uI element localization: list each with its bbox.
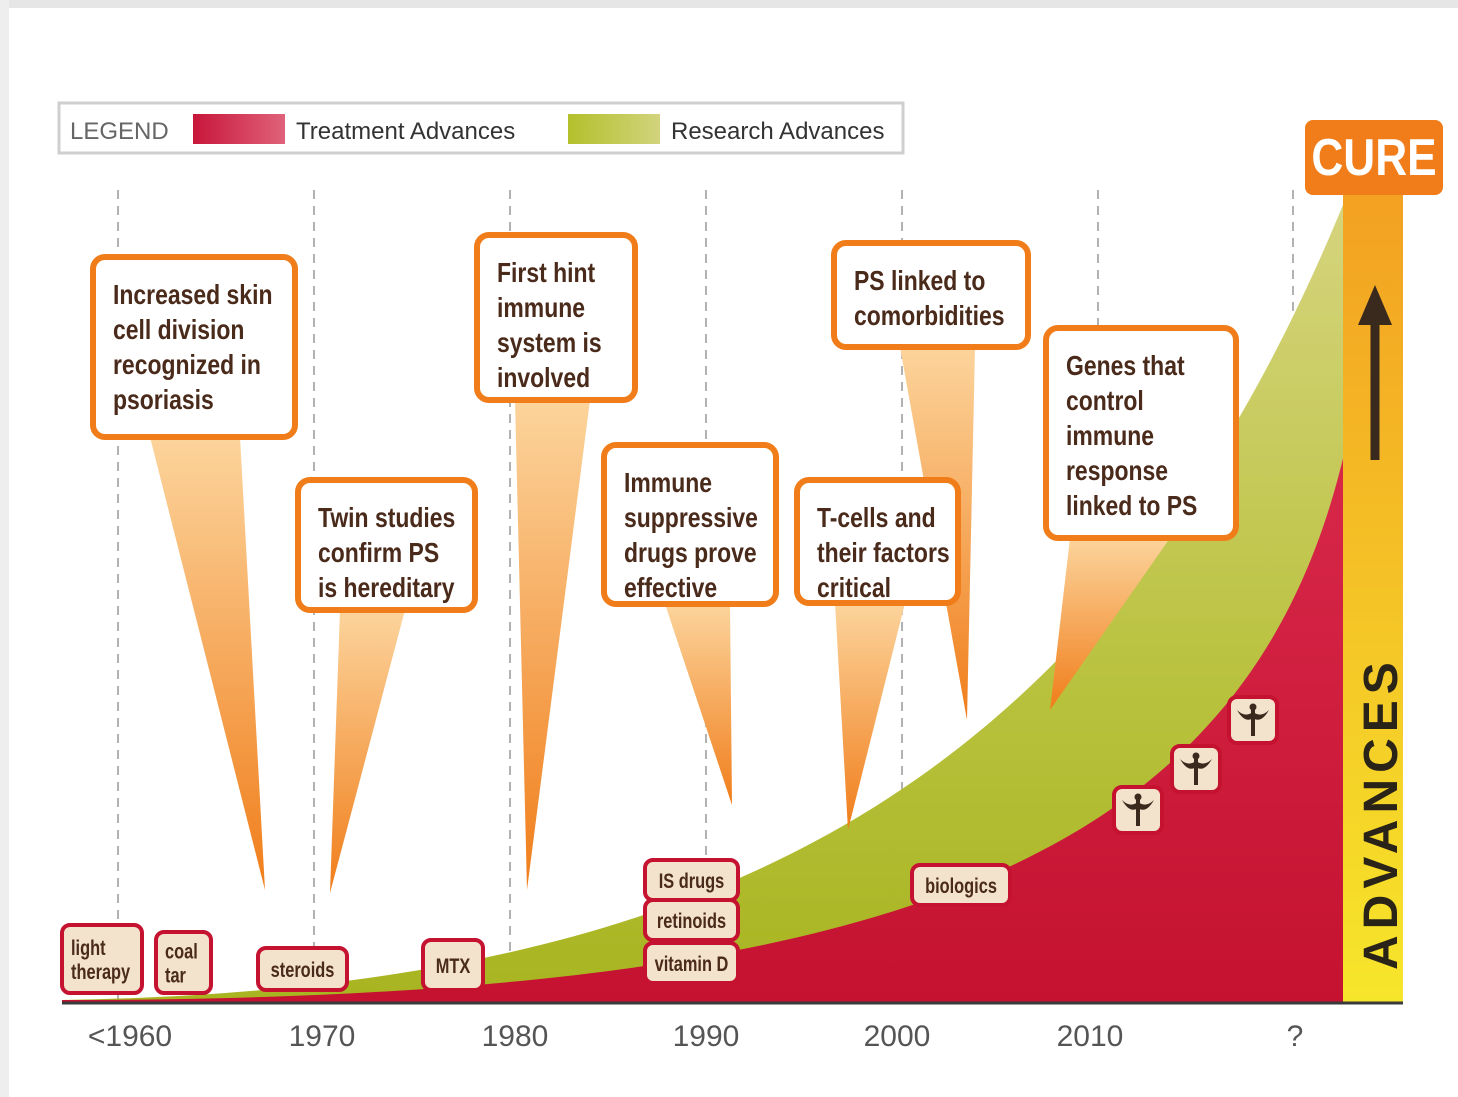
- callout-spike: [330, 610, 405, 893]
- callout-spike: [665, 604, 732, 805]
- callout-text: psoriasis: [113, 385, 214, 416]
- treatment-text: MTX: [436, 954, 471, 977]
- callout-text: PS linked to: [854, 266, 985, 297]
- legend-swatch: [193, 114, 285, 144]
- callout-spike: [1050, 538, 1170, 710]
- callout-box: [831, 240, 1031, 350]
- caduceus-top: [1192, 752, 1200, 760]
- arrow-head: [1358, 285, 1392, 325]
- legend-swatch: [568, 114, 660, 144]
- treatment-tag: [643, 898, 740, 942]
- treatment-text: steroids: [271, 958, 335, 981]
- legend-item: Research Advances: [671, 118, 884, 145]
- treatment-tag: [256, 946, 349, 992]
- callout-text: their factors: [817, 538, 950, 569]
- callout-text: Increased skin: [113, 280, 272, 311]
- research-area: [62, 200, 1345, 1003]
- treatment-text: IS drugs: [659, 869, 725, 892]
- callout-box: [90, 254, 298, 440]
- callout-text: system is: [497, 328, 602, 359]
- callout-text: immune: [497, 293, 585, 324]
- treatment-area: [62, 450, 1345, 1003]
- callout-text: suppressive: [624, 503, 758, 534]
- timeline-label: 1990: [673, 1020, 740, 1053]
- callout-text: Immune: [624, 468, 712, 499]
- timeline-label: 2000: [864, 1020, 931, 1053]
- callout-spike: [150, 437, 265, 890]
- treatment-text: retinoids: [657, 909, 726, 932]
- treatment-text: coal: [165, 940, 198, 963]
- callout-text: cell division: [113, 315, 244, 346]
- callout-text: drugs prove: [624, 538, 757, 569]
- callout-text: recognized in: [113, 350, 261, 381]
- treatment-text: biologics: [925, 874, 997, 897]
- timeline-label: <1960: [88, 1020, 172, 1053]
- callout-text: control: [1066, 386, 1144, 417]
- callout-spike: [515, 400, 590, 890]
- treatment-text: tar: [165, 964, 187, 987]
- treatment-tag: [421, 938, 485, 992]
- callout-text: First hint: [497, 258, 596, 289]
- callout-text: involved: [497, 363, 590, 394]
- treatment-tag: [910, 863, 1012, 907]
- callout-box: [474, 232, 638, 403]
- callout-text: T-cells and: [817, 503, 936, 534]
- timeline-label: 1970: [289, 1020, 356, 1053]
- timeline-label: ?: [1287, 1020, 1304, 1053]
- callout-spike: [835, 603, 905, 830]
- treatment-tag: [643, 941, 740, 985]
- treatment-text: therapy: [71, 960, 131, 983]
- callout-text: Twin studies: [318, 503, 455, 534]
- legend-title: LEGEND: [70, 118, 169, 145]
- treatment-text: light: [71, 936, 106, 959]
- callout-text: critical: [817, 573, 891, 604]
- treatment-text: vitamin D: [655, 952, 729, 975]
- legend-item: Treatment Advances: [296, 118, 515, 145]
- treatment-tag: [154, 930, 213, 995]
- axis-label: ADVANCES: [1355, 656, 1408, 970]
- callout-box: [295, 477, 478, 613]
- caduceus-top: [1249, 703, 1257, 711]
- frame-left: [0, 0, 9, 1097]
- goal-box: [1305, 120, 1443, 195]
- timeline-label: 2010: [1057, 1020, 1124, 1053]
- treatment-tag: [60, 923, 144, 995]
- callout-text: response: [1066, 456, 1168, 487]
- callout-text: confirm PS: [318, 538, 439, 569]
- callout-box: [1043, 325, 1239, 541]
- goal: CURE: [1311, 129, 1436, 187]
- callout-text: linked to PS: [1066, 491, 1197, 522]
- callout-text: Genes that: [1066, 351, 1185, 382]
- callout-box: [794, 477, 961, 606]
- callout-text: comorbidities: [854, 301, 1004, 332]
- callout-box: [601, 442, 779, 607]
- caduceus-top: [1134, 793, 1142, 801]
- callout-text: effective: [624, 573, 717, 604]
- callout-text: immune: [1066, 421, 1154, 452]
- callout-text: is hereditary: [318, 573, 455, 604]
- timeline-label: 1980: [482, 1020, 549, 1053]
- frame-top: [0, 0, 1458, 8]
